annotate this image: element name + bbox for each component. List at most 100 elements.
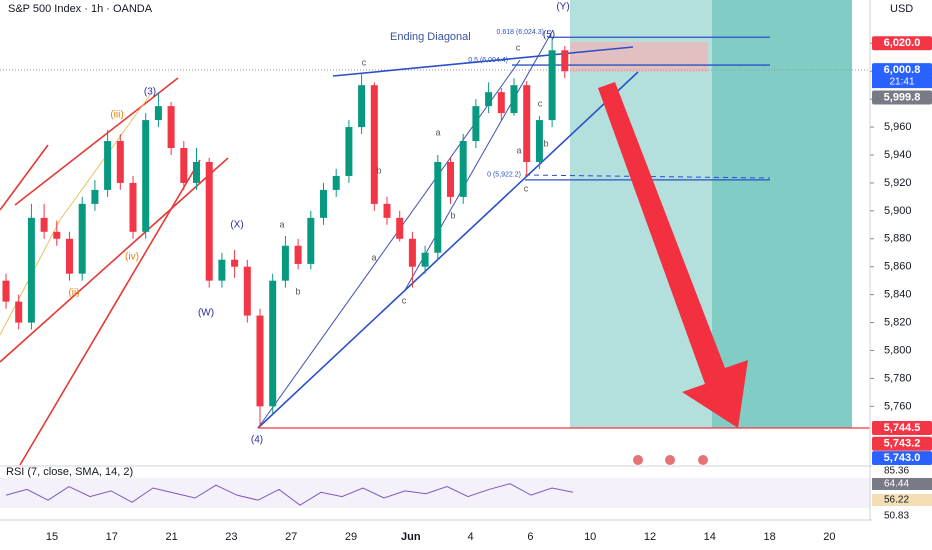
x-tick-label: 15 bbox=[46, 531, 58, 543]
price-label: 5,743.2 bbox=[884, 438, 921, 450]
rsi-label: 64.44 bbox=[884, 479, 909, 490]
candle-body bbox=[447, 161, 454, 197]
price-label-box bbox=[872, 90, 932, 105]
price-label-box bbox=[872, 36, 932, 51]
candle-body bbox=[510, 85, 518, 114]
plot: 0.618 (6,024.3) 0.5 (6,004.4) 0 (5,922.2) bbox=[2, 29, 870, 429]
candle-body bbox=[193, 161, 200, 183]
target-zone-dark bbox=[712, 0, 852, 428]
wave-label: (5) bbox=[543, 30, 555, 41]
price-label-box bbox=[872, 436, 932, 451]
candle-body bbox=[459, 141, 467, 197]
x-tick-label: 21 bbox=[165, 531, 177, 543]
x-tick-label: 12 bbox=[644, 531, 656, 543]
price-label: 5,744.5 bbox=[884, 422, 921, 434]
x-tick-label: 18 bbox=[763, 531, 775, 543]
y-tick-label: 5,900 bbox=[884, 205, 912, 217]
candle-body bbox=[408, 238, 416, 267]
subwave-label: b bbox=[295, 286, 300, 296]
candle-body bbox=[129, 182, 137, 232]
y-tick-label: 5,780 bbox=[884, 372, 912, 384]
candle-body bbox=[180, 148, 188, 183]
y-tick-label: 5,860 bbox=[884, 261, 912, 273]
subwave-label: a bbox=[516, 145, 521, 155]
candle-body bbox=[218, 259, 226, 281]
rsi-label: 56.22 bbox=[884, 495, 909, 506]
candle-body bbox=[104, 141, 112, 190]
candle-body bbox=[535, 120, 543, 162]
y-tick-label: 5,880 bbox=[884, 233, 912, 245]
candle-body bbox=[358, 85, 366, 128]
candle-body bbox=[256, 315, 264, 407]
candle-body bbox=[205, 161, 213, 281]
x-tick-label: 29 bbox=[345, 531, 357, 543]
countdown-box bbox=[872, 76, 932, 89]
candle-body bbox=[269, 280, 277, 407]
candle-body bbox=[53, 231, 61, 239]
candle-body bbox=[91, 189, 99, 204]
subwave-label: c bbox=[362, 57, 367, 67]
candle-body bbox=[434, 161, 442, 253]
candle-body bbox=[497, 92, 505, 114]
stop-zone bbox=[570, 42, 708, 72]
x-tick-label: 4 bbox=[468, 531, 474, 543]
subwave-label: b bbox=[376, 165, 381, 175]
y-tick-label: 5,760 bbox=[884, 400, 912, 412]
rsi-label-box bbox=[872, 465, 932, 477]
rsi-label: 50.83 bbox=[884, 511, 909, 522]
candle-body bbox=[320, 189, 327, 218]
candle-body bbox=[523, 85, 531, 162]
x-tick-label: 14 bbox=[704, 531, 716, 543]
wave-label: (X) bbox=[230, 220, 243, 231]
subwave-label: a bbox=[279, 219, 284, 229]
y-tick-label: 5,940 bbox=[884, 149, 912, 161]
candle-body bbox=[243, 266, 251, 316]
y-tick-label: 5,840 bbox=[884, 289, 912, 301]
candle-body bbox=[66, 238, 73, 274]
x-tick-label: 10 bbox=[584, 531, 596, 543]
rsi-title: RSI (7, close, SMA, 14, 2) bbox=[6, 466, 133, 478]
currency: USD bbox=[890, 3, 913, 15]
y-tick-label: 5,820 bbox=[884, 316, 912, 328]
fib-label: 0.618 (6,024.3) bbox=[497, 29, 544, 36]
candle-body bbox=[332, 175, 340, 190]
rsi-label-box bbox=[872, 478, 932, 490]
candle-body bbox=[40, 217, 48, 232]
candle-body bbox=[370, 85, 378, 204]
candle-body bbox=[167, 106, 175, 149]
subwave-label: a bbox=[371, 252, 376, 262]
rsi-label: 85.36 bbox=[884, 466, 909, 477]
candle-body bbox=[2, 280, 10, 302]
y-tick-label: 5,960 bbox=[884, 121, 912, 133]
candle-body bbox=[345, 127, 353, 176]
wave-label: (iii) bbox=[110, 110, 123, 121]
x-tick-label: 20 bbox=[823, 531, 835, 543]
trendlines bbox=[0, 29, 771, 466]
candle-body bbox=[307, 217, 315, 264]
rsi-line bbox=[5, 483, 574, 506]
wave-label: (4) bbox=[251, 435, 263, 446]
subwave-label: b bbox=[450, 210, 455, 220]
price-label: 5,999.8 bbox=[884, 91, 921, 103]
candle-body bbox=[294, 245, 302, 264]
y-tick-label: 5,920 bbox=[884, 177, 912, 189]
x-tick-label: 27 bbox=[285, 531, 297, 543]
wave-label: (3) bbox=[144, 87, 156, 98]
subwave-label: c bbox=[402, 295, 407, 305]
candle-body bbox=[27, 217, 35, 323]
price-label: 5,743.0 bbox=[884, 452, 921, 464]
candle-body bbox=[78, 203, 86, 274]
candle-body bbox=[383, 203, 391, 218]
countdown: 21:41 bbox=[889, 77, 914, 88]
wave-label: (ii) bbox=[68, 288, 79, 299]
chart-title: S&P 500 Index · 1h · OANDA bbox=[8, 3, 153, 15]
calendar-icons bbox=[633, 455, 708, 465]
candle-body bbox=[281, 245, 289, 281]
price-label-box bbox=[872, 451, 932, 466]
price-label: 6,020.0 bbox=[884, 37, 921, 49]
rsi-label-box bbox=[872, 494, 932, 506]
candle-body bbox=[421, 252, 429, 267]
